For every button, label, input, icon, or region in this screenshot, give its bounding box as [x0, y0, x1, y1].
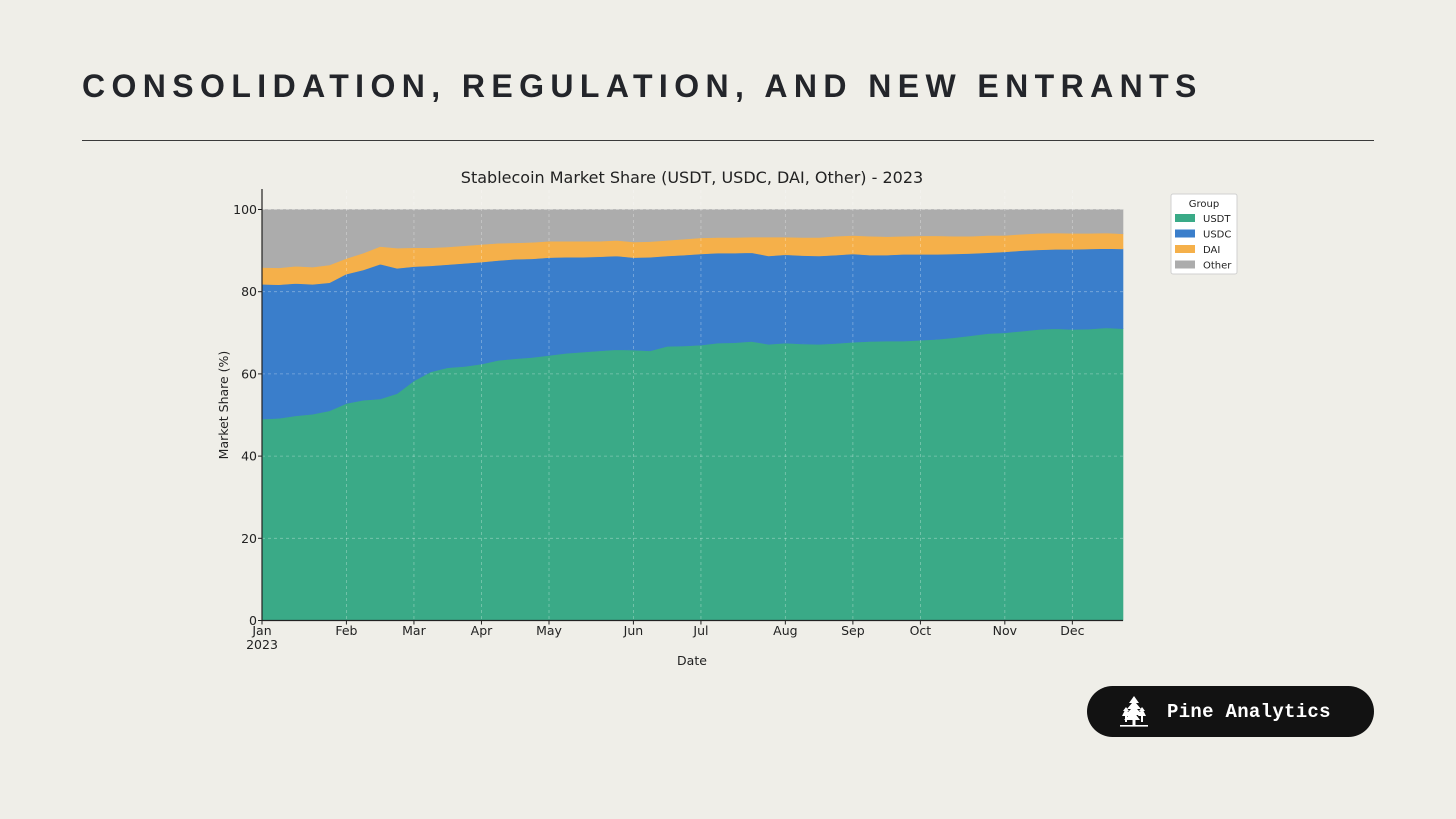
legend-swatch-usdt [1175, 214, 1195, 222]
legend-title: Group [1189, 199, 1219, 210]
legend-swatch-other [1175, 260, 1195, 269]
x-tick-label: Apr [471, 623, 493, 638]
x-tick-label: Mar [402, 623, 426, 638]
y-tick-label: 60 [241, 366, 257, 381]
area-other [261, 209, 1124, 269]
x-axis-label: Date [677, 653, 707, 668]
legend-label-usdc: USDC [1203, 230, 1231, 241]
y-tick-label: 40 [241, 449, 257, 464]
title-divider [82, 140, 1374, 141]
page-title: CONSOLIDATION, REGULATION, AND NEW ENTRA… [82, 68, 1203, 104]
x-tick-label: Sep [841, 623, 865, 638]
x-tick-label: Jul [692, 623, 708, 638]
x-tick-sublabel: 2023 [246, 637, 278, 652]
chart-legend: Group USDT USDC DAI Other [1170, 193, 1238, 275]
y-tick-label: 100 [233, 202, 257, 217]
x-tick-label: May [536, 623, 562, 638]
y-axis-label: Market Share (%) [216, 351, 231, 460]
x-tick-label: Feb [335, 623, 357, 638]
x-tick-label: Nov [993, 623, 1018, 638]
x-tick-label: Oct [910, 623, 932, 638]
x-tick-label: Aug [773, 623, 797, 638]
legend-label-dai: DAI [1203, 245, 1220, 256]
y-tick-label: 80 [241, 284, 257, 299]
x-tick-label: Jun [623, 623, 644, 638]
brand-badge: Pine Analytics [1087, 686, 1374, 737]
legend-label-other: Other [1203, 261, 1232, 272]
chart-title: Stablecoin Market Share (USDT, USDC, DAI… [461, 168, 923, 187]
y-tick-label: 20 [241, 531, 257, 546]
x-tick-label: Jan [251, 623, 271, 638]
area-layers [261, 209, 1124, 621]
y-tick-label: 0 [249, 613, 257, 628]
brand-name: Pine Analytics [1167, 700, 1331, 723]
legend-swatch-usdc [1175, 229, 1195, 238]
legend-label-usdt: USDT [1203, 214, 1231, 225]
legend-swatch-dai [1175, 245, 1195, 253]
pine-tree-icon [1120, 695, 1148, 727]
x-tick-label: Dec [1060, 623, 1084, 638]
